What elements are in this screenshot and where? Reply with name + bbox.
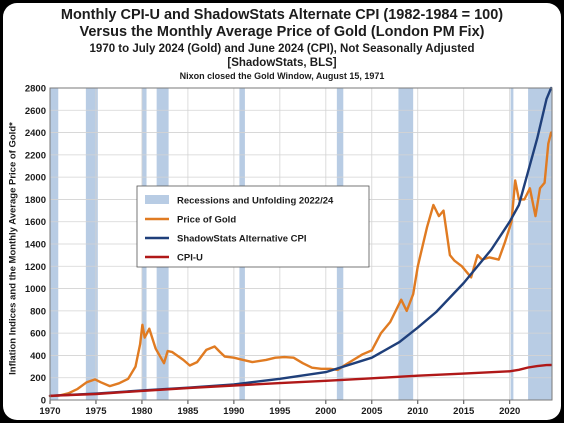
series-line-1 — [48, 131, 553, 398]
y-tick-label-1600: 1600 — [25, 217, 46, 228]
y-tick-label-2200: 2200 — [25, 150, 46, 161]
y-tick-label-2600: 2600 — [25, 106, 46, 117]
chart-annotation: Nixon closed the Gold Window, August 15,… — [179, 71, 385, 81]
legend-label-2: ShadowStats Alternative CPI — [177, 234, 307, 245]
x-tick-label-2000: 2000 — [315, 406, 336, 417]
y-tick-label-600: 600 — [30, 329, 46, 340]
legend-box — [136, 185, 370, 268]
y-tick-label-1800: 1800 — [25, 195, 46, 206]
legend-swatch-0 — [145, 195, 169, 204]
plot-svg: 0 200 400 600 800 1000 1200 1400 1600 1800 2000 220… — [25, 84, 553, 417]
x-tick-label-1970: 1970 — [39, 406, 60, 417]
series-line-3 — [48, 363, 553, 397]
axes: 0 200 400 600 800 1000 1200 1400 1600 1800 2000 220… — [25, 84, 553, 417]
x-tick-label-2020: 2020 — [499, 406, 520, 417]
x-tick-label-1990: 1990 — [223, 406, 244, 417]
plot-border — [49, 87, 553, 401]
legend: Recessions and Unfolding 2022/24 Price of… — [136, 185, 370, 268]
y-tick-label-800: 800 — [30, 306, 46, 317]
chart-title-line2: Versus the Monthly Average Price of Gold… — [79, 24, 485, 40]
x-tick-label-2005: 2005 — [361, 406, 383, 417]
y-tick-label-2800: 2800 — [25, 84, 46, 95]
y-tick-label-2400: 2400 — [25, 128, 46, 139]
x-tick-label-1985: 1985 — [177, 406, 199, 417]
legend-label-0: Recessions and Unfolding 2022/24 — [177, 196, 334, 207]
x-tick-label-1975: 1975 — [85, 406, 107, 417]
x-tick-label-2015: 2015 — [453, 406, 475, 417]
y-tick-label-0: 0 — [41, 396, 46, 407]
chart-source: [ShadowStats, BLS] — [227, 57, 337, 69]
chart-title: Monthly CPI-U and ShadowStats Alternate … — [60, 7, 504, 23]
legend-label-1: Price of Gold — [177, 215, 236, 226]
chart-subtitle: 1970 to July 2024 (Gold) and June 2024 (… — [89, 43, 475, 55]
y-tick-label-1200: 1200 — [25, 262, 46, 273]
y-tick-label-1000: 1000 — [25, 284, 46, 295]
legend-label-3: CPI-U — [177, 253, 203, 264]
y-tick-label-200: 200 — [30, 373, 46, 384]
y-tick-label-2000: 2000 — [25, 173, 46, 184]
series-lines — [48, 86, 553, 398]
y-tick-label-400: 400 — [30, 351, 46, 362]
x-tick-label-1980: 1980 — [131, 406, 152, 417]
x-tick-label-1995: 1995 — [269, 406, 291, 417]
x-tick-label-2010: 2010 — [407, 406, 428, 417]
chart-panel: Monthly CPI-U and ShadowStats Alternate … — [3, 3, 561, 420]
y-tick-label-1400: 1400 — [25, 240, 46, 251]
